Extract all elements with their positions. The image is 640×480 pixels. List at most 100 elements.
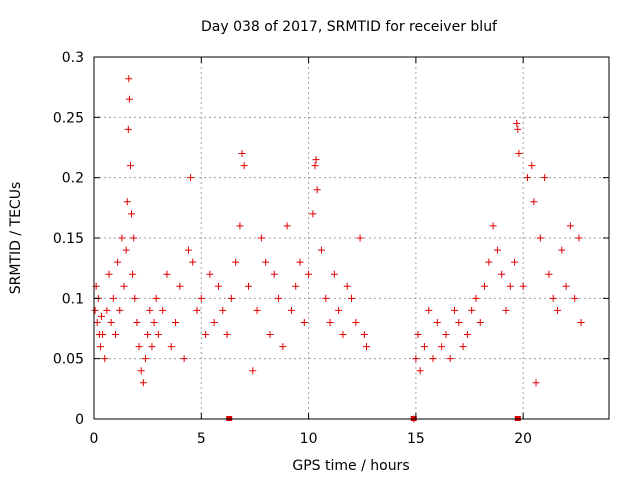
data-point [292,282,300,290]
data-point [245,282,252,290]
data-point [360,331,368,339]
y-tick-label: 0.15 [53,231,84,247]
data-point [562,282,570,290]
data-point [124,125,132,133]
data-point [311,162,319,170]
data-point [519,282,527,290]
data-point [335,306,343,314]
data-point [223,331,231,339]
data-point [541,174,549,182]
data-point [122,246,130,254]
data-point [528,162,536,170]
data-point [206,270,214,278]
data-point [481,282,489,290]
data-point [566,222,574,230]
data-point [414,331,422,339]
data-point [238,150,246,158]
y-axis-label: SRMTID / TECUs [8,182,24,295]
data-point [150,318,158,326]
x-tick-label: 0 [90,431,99,447]
data-point [446,355,454,363]
data-point [356,234,364,242]
data-point [322,294,330,302]
y-tick-label: 0 [75,412,84,428]
data-point [99,331,107,339]
x-tick-label: 10 [300,431,318,447]
data-point [571,294,579,302]
data-point [125,95,133,103]
data-point [463,331,471,339]
data-point [283,222,291,230]
data-point [114,258,122,266]
data-point [312,156,320,164]
data-point [172,318,180,326]
data-point [131,294,139,302]
data-point [101,355,109,363]
data-point [296,258,304,266]
data-point [167,343,175,351]
data-point [511,258,519,266]
data-point [184,246,192,254]
data-point [348,294,355,302]
data-point [343,282,351,290]
data-point [146,306,154,314]
data-point [142,355,149,363]
data-point [326,318,334,326]
data-point [287,306,295,314]
data-point [476,318,484,326]
data-point [144,331,152,339]
data-point [455,318,463,326]
data-point [214,282,222,290]
data-point [116,306,124,314]
data-point [98,312,106,320]
data-point [412,355,420,363]
x-tick-label: 20 [514,431,532,447]
data-point [493,246,501,254]
chart-title: Day 038 of 2017, SRMTID for receiver blu… [201,19,498,35]
data-points [91,75,585,423]
data-point [163,270,171,278]
data-point [515,150,523,158]
data-point [514,125,522,133]
data-point [202,331,210,339]
data-point [425,306,433,314]
data-point [180,355,188,363]
data-point [148,343,156,351]
x-axis-label: GPS time / hours [292,458,409,474]
data-point [300,318,308,326]
data-point [532,379,540,387]
data-point [129,270,137,278]
data-point [130,234,138,242]
data-point [232,258,240,266]
data-point [485,258,493,266]
data-point [257,234,265,242]
data-point [135,343,143,351]
data-point [133,318,141,326]
data-point [193,306,201,314]
data-point [442,331,450,339]
data-point [96,343,104,351]
data-point [105,270,113,278]
data-point [313,186,321,194]
data-point [187,174,195,182]
data-point [111,331,119,339]
data-point [339,331,347,339]
data-point [109,294,117,302]
data-point [305,270,313,278]
data-point [152,294,160,302]
data-point [523,174,531,182]
data-point [530,198,538,206]
data-point [468,306,476,314]
data-point [438,343,446,351]
data-point [197,294,205,302]
data-point [176,282,184,290]
data-point [309,210,317,218]
data-point [93,318,101,326]
data-point [270,270,278,278]
data-point [275,294,283,302]
y-tick-label: 0.2 [62,171,84,187]
data-point [317,246,325,254]
data-point [236,222,244,230]
data-point [536,234,544,242]
